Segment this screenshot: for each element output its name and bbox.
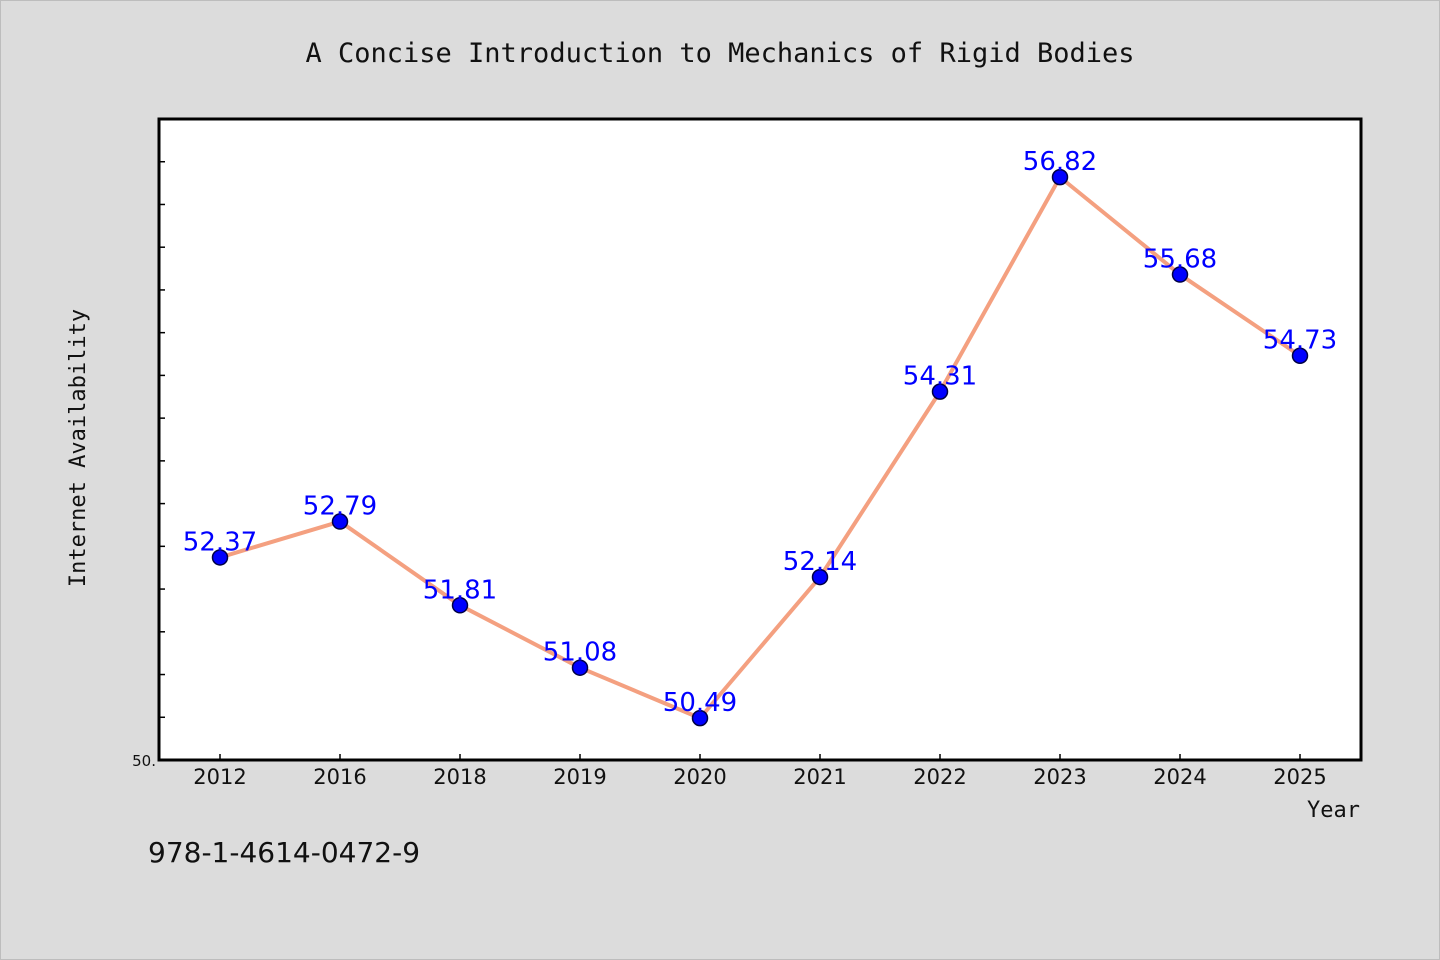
data-point (1171, 266, 1189, 283)
y-axis-label: Internet Availability (66, 309, 91, 587)
data-label: 52.14 (783, 547, 857, 577)
data-point (931, 383, 949, 400)
data-label: 51.08 (543, 638, 617, 668)
x-tick-label: 2020 (673, 765, 726, 789)
x-tick-label: 2022 (913, 765, 966, 789)
y-axis-ticks (159, 160, 165, 719)
x-tick-label: 2025 (1273, 765, 1326, 789)
data-point (211, 549, 229, 566)
data-point (571, 659, 589, 676)
data-label: 56.82 (1023, 147, 1097, 177)
x-tick-label: 2021 (793, 765, 846, 789)
data-point (1291, 347, 1309, 364)
x-tick-label: 2018 (433, 765, 486, 789)
data-point (811, 568, 829, 586)
data-point (1051, 168, 1069, 186)
data-label: 52.79 (303, 492, 377, 522)
data-label: 51.81 (423, 575, 497, 605)
series-group: 52.37 52.79 51.81 51.08 50.49 52.14 54.31 56.82… (183, 147, 1337, 727)
x-axis-ticks: 2012 2016 2018 2019 2020 2021 2022 2023 2024 2025 (193, 754, 1327, 789)
data-point (331, 513, 349, 530)
data-point (691, 709, 709, 727)
data-label: 55.68 (1143, 245, 1217, 275)
x-tick-label: 2023 (1033, 765, 1086, 789)
x-tick-label: 2012 (193, 765, 246, 789)
x-tick-label: 2016 (313, 765, 366, 789)
isbn-text: 978-1-4614-0472-9 (148, 836, 420, 869)
y-tick-label: 50. (132, 752, 156, 770)
plot-area (157, 117, 1363, 762)
data-label: 50.49 (663, 688, 737, 718)
x-axis-label: Year (1307, 798, 1360, 823)
chart-title: A Concise Introduction to Mechanics of R… (305, 38, 1134, 69)
x-tick-label: 2024 (1153, 765, 1206, 789)
data-label: 52.37 (183, 527, 257, 557)
data-point (451, 597, 469, 614)
data-label: 54.31 (903, 362, 977, 392)
series-line (218, 175, 1302, 721)
data-label: 54.73 (1263, 326, 1337, 356)
x-tick-label: 2019 (553, 765, 606, 789)
